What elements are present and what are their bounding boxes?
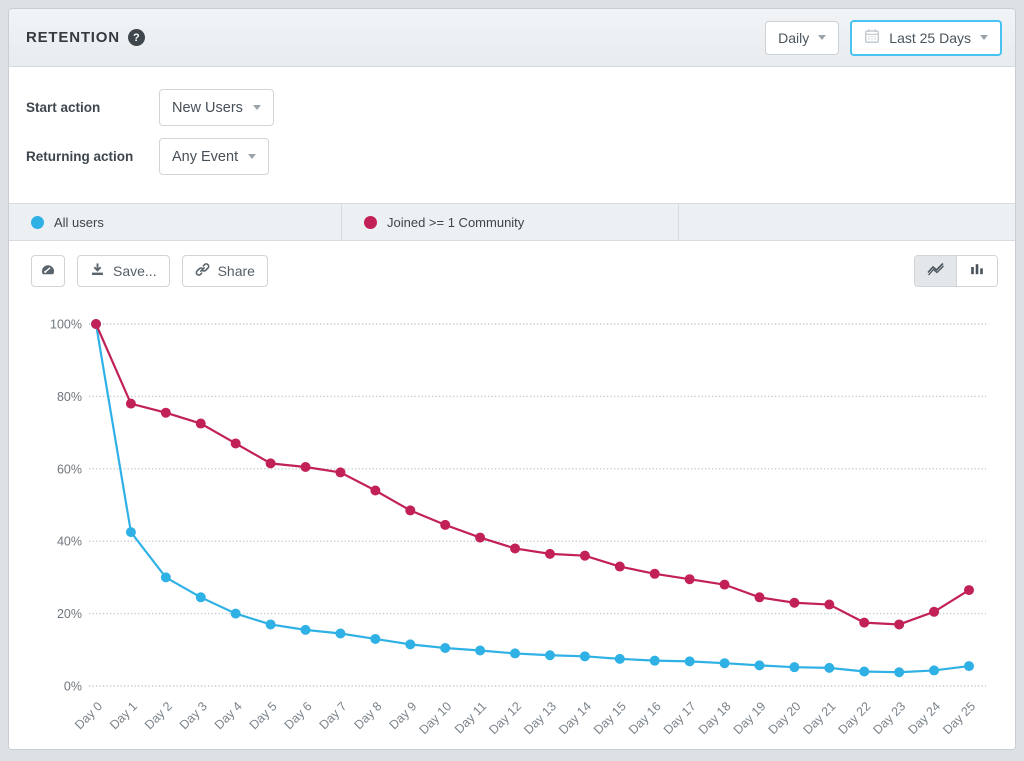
link-icon: [195, 262, 210, 280]
svg-text:Day 23: Day 23: [870, 699, 908, 737]
header-bar: RETENTION ? Daily Last 25 Days: [9, 9, 1015, 67]
legend-empty-cell: [679, 204, 1015, 240]
svg-text:Day 22: Day 22: [835, 699, 873, 737]
page-title: RETENTION: [26, 29, 120, 46]
returning-action-dropdown[interactable]: Any Event: [159, 138, 270, 175]
svg-text:Day 6: Day 6: [282, 699, 315, 732]
start-action-label: Start action: [26, 100, 101, 115]
svg-text:60%: 60%: [57, 462, 82, 476]
svg-text:Day 9: Day 9: [386, 699, 419, 732]
svg-text:Day 10: Day 10: [416, 699, 454, 737]
svg-text:Day 18: Day 18: [696, 699, 734, 737]
svg-text:Day 16: Day 16: [626, 699, 664, 737]
svg-text:100%: 100%: [50, 318, 82, 332]
svg-text:Day 3: Day 3: [177, 699, 210, 732]
retention-panel: RETENTION ? Daily Last 25 Days Start act…: [8, 8, 1016, 750]
share-button[interactable]: Share: [181, 255, 268, 287]
legend-label: All users: [54, 214, 104, 230]
svg-text:80%: 80%: [57, 390, 82, 404]
chevron-down-icon: [248, 154, 257, 159]
save-button[interactable]: Save...: [77, 255, 170, 287]
svg-text:Day 1: Day 1: [107, 699, 140, 732]
help-icon[interactable]: ?: [127, 29, 145, 46]
chart-section: Save... Share: [9, 241, 1015, 749]
bar-chart-toggle-button[interactable]: [956, 256, 997, 286]
svg-text:0%: 0%: [64, 680, 82, 694]
series-dot-red: [364, 215, 377, 229]
returning-action-value: Any Event: [172, 148, 239, 165]
svg-text:40%: 40%: [57, 535, 82, 549]
legend-item-joined-community[interactable]: Joined >= 1 Community: [342, 204, 679, 240]
svg-text:20%: 20%: [57, 607, 82, 621]
svg-text:Day 19: Day 19: [731, 699, 769, 737]
add-to-dashboard-button[interactable]: [31, 255, 65, 287]
start-action-row: Start action New Users: [9, 89, 1015, 126]
svg-text:Day 14: Day 14: [556, 699, 594, 737]
legend-label: Joined >= 1 Community: [387, 214, 525, 230]
legend-item-all-users[interactable]: All users: [9, 204, 342, 240]
svg-text:Day 12: Day 12: [486, 699, 524, 737]
svg-text:Day 17: Day 17: [661, 699, 699, 737]
start-action-dropdown[interactable]: New Users: [159, 89, 274, 126]
save-button-label: Save...: [113, 263, 157, 279]
chevron-down-icon: [818, 35, 827, 40]
svg-text:Day 8: Day 8: [351, 699, 384, 732]
download-icon: [90, 262, 105, 280]
gauge-icon: [40, 262, 56, 281]
svg-text:Day 0: Day 0: [72, 699, 105, 732]
svg-text:Day 25: Day 25: [940, 699, 978, 737]
svg-text:Day 24: Day 24: [905, 699, 943, 737]
chart-type-toggle: [914, 255, 998, 287]
svg-text:Day 21: Day 21: [801, 699, 839, 737]
chevron-down-icon: [980, 35, 988, 40]
svg-text:Day 5: Day 5: [247, 699, 280, 732]
svg-text:Day 15: Day 15: [591, 699, 629, 737]
svg-text:Day 7: Day 7: [317, 699, 350, 732]
chevron-down-icon: [252, 105, 261, 110]
filters-section: Start action New Users Returning action …: [9, 67, 1015, 203]
date-range-value: Last 25 Days: [889, 29, 971, 46]
svg-text:Day 11: Day 11: [452, 699, 489, 736]
returning-action-label: Returning action: [26, 149, 134, 164]
svg-text:Day 4: Day 4: [212, 699, 245, 732]
start-action-value: New Users: [172, 99, 243, 116]
share-button-label: Share: [217, 263, 255, 279]
bar-chart-icon: [969, 261, 985, 282]
line-chart-icon: [926, 261, 946, 282]
svg-text:Day 20: Day 20: [766, 699, 804, 737]
date-range-dropdown[interactable]: Last 25 Days: [850, 19, 1002, 56]
interval-dropdown-value: Daily: [778, 29, 810, 46]
chart-toolbar: Save... Share: [9, 255, 1015, 287]
svg-text:Day 13: Day 13: [521, 699, 559, 737]
returning-action-row: Returning action Any Event: [9, 138, 1015, 175]
svg-text:Day 2: Day 2: [142, 699, 175, 732]
chart-wrap: 0% 20% 40% 60% 80% 100% Day 0 Day 1 Day 2 Day 3 Da…: [9, 293, 1015, 749]
interval-dropdown[interactable]: Daily: [765, 20, 840, 55]
legend-bar: All users Joined >= 1 Community: [9, 203, 1015, 241]
retention-line-chart: 0%20%40%60%80%100%Day 0 Day 1 Day 2 Day 3 Da…: [50, 318, 986, 737]
series-dot-blue: [31, 215, 44, 229]
line-chart-toggle-button[interactable]: [915, 256, 956, 286]
calendar-icon: [864, 28, 880, 47]
